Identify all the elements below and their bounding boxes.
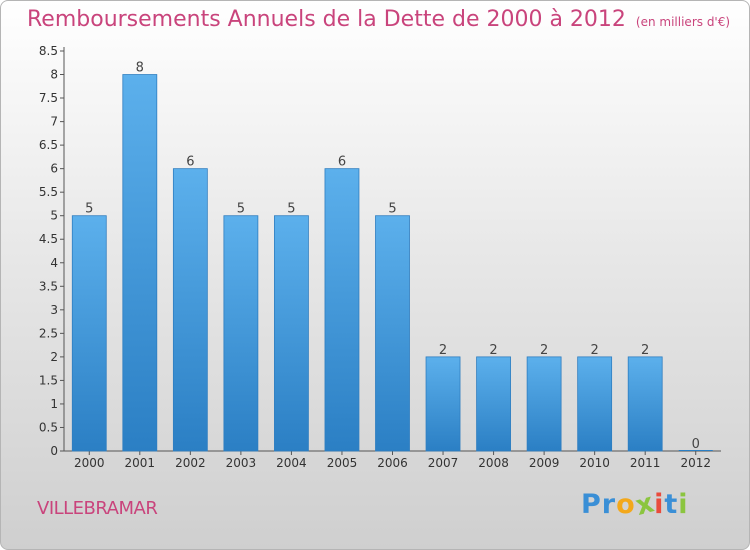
- y-tick-label: 1: [50, 397, 58, 411]
- bar: [627, 356, 663, 452]
- bar: [678, 450, 713, 451]
- x-tick-label: 2006: [377, 456, 408, 470]
- y-tick-label: 2.5: [39, 326, 58, 340]
- logo-letter: i: [654, 489, 665, 520]
- chart-title: Remboursements Annuels de la Dette de 20…: [27, 7, 730, 32]
- y-tick-label: 1.5: [39, 373, 58, 387]
- bar: [172, 168, 208, 452]
- bar: [122, 74, 158, 452]
- y-tick-label: 8: [50, 68, 58, 82]
- y-tick-label: 5: [50, 209, 58, 223]
- logo-letter: t: [664, 489, 679, 520]
- y-tick-label: 6.5: [39, 138, 58, 152]
- data-label: 0: [692, 437, 700, 452]
- data-label: 5: [287, 202, 295, 217]
- data-label: 2: [540, 343, 548, 358]
- data-label: 5: [237, 202, 245, 217]
- chart-bars: [71, 74, 713, 452]
- y-tick-label: 4: [50, 256, 58, 270]
- x-tick-label: 2002: [175, 456, 206, 470]
- chart-axes: 0 0.5 1 1.5 2 2.5 3 3.5 4 4.5 5 5.5 6 6.5 7 7.5 8 8.5: [39, 44, 721, 458]
- logo-letter: o: [616, 489, 636, 520]
- y-tick-label: 5.5: [39, 185, 58, 199]
- x-tick-label: 2009: [529, 456, 560, 470]
- data-label: 2: [439, 343, 447, 358]
- chart-unit: (en milliers d'€): [635, 15, 731, 29]
- commune-name: VILLEBRAMAR: [37, 498, 158, 519]
- data-label: 6: [186, 155, 194, 170]
- x-tick-label: 2000: [74, 456, 105, 470]
- logo-letter: P: [581, 489, 602, 520]
- y-tick-label: 0: [50, 444, 58, 458]
- bar: [375, 215, 410, 452]
- x-tick-label: 2011: [630, 456, 661, 470]
- bar: [476, 356, 511, 452]
- x-tick-label: 2004: [276, 456, 307, 470]
- data-label: 8: [136, 61, 144, 76]
- data-label: 6: [338, 155, 346, 170]
- y-tick-label: 3: [50, 303, 58, 317]
- y-tick-label: 0.5: [39, 420, 58, 434]
- bar: [223, 215, 259, 452]
- data-label: 5: [388, 202, 396, 217]
- x-tick-label: 2010: [579, 456, 610, 470]
- chart-labels: 2000 5 2001 8 2002 6 2003 5 2004 5 2005 6 2006 5 2007 2…: [74, 61, 711, 470]
- proxiti-logo[interactable]: Proxiti: [581, 487, 689, 522]
- y-tick-label: 3.5: [39, 279, 58, 293]
- logo-letter: r: [601, 489, 617, 520]
- x-tick-label: 2005: [327, 456, 358, 470]
- y-tick-label: 2: [50, 350, 58, 364]
- x-tick-label: 2008: [478, 456, 509, 470]
- data-label: 2: [489, 343, 497, 358]
- y-tick-label: 7.5: [39, 91, 58, 105]
- y-tick-label: 4.5: [39, 232, 58, 246]
- y-tick-label: 7: [50, 115, 58, 129]
- x-tick-label: 2003: [226, 456, 257, 470]
- bar: [324, 168, 360, 452]
- data-label: 2: [641, 343, 649, 358]
- y-tick-label: 8.5: [39, 44, 58, 58]
- bar: [425, 356, 461, 452]
- bar: [526, 356, 562, 452]
- x-tick-label: 2012: [680, 456, 711, 470]
- logo-letter: i: [678, 489, 689, 520]
- chart-title-text: Remboursements Annuels de la Dette de 20…: [27, 7, 626, 32]
- bar: [71, 215, 107, 452]
- data-label: 5: [85, 202, 93, 217]
- x-tick-label: 2007: [428, 456, 459, 470]
- y-tick-label: 6: [50, 162, 58, 176]
- x-tick-label: 2001: [125, 456, 156, 470]
- data-label: 2: [591, 343, 599, 358]
- bar: [577, 356, 613, 452]
- bar: [274, 215, 309, 452]
